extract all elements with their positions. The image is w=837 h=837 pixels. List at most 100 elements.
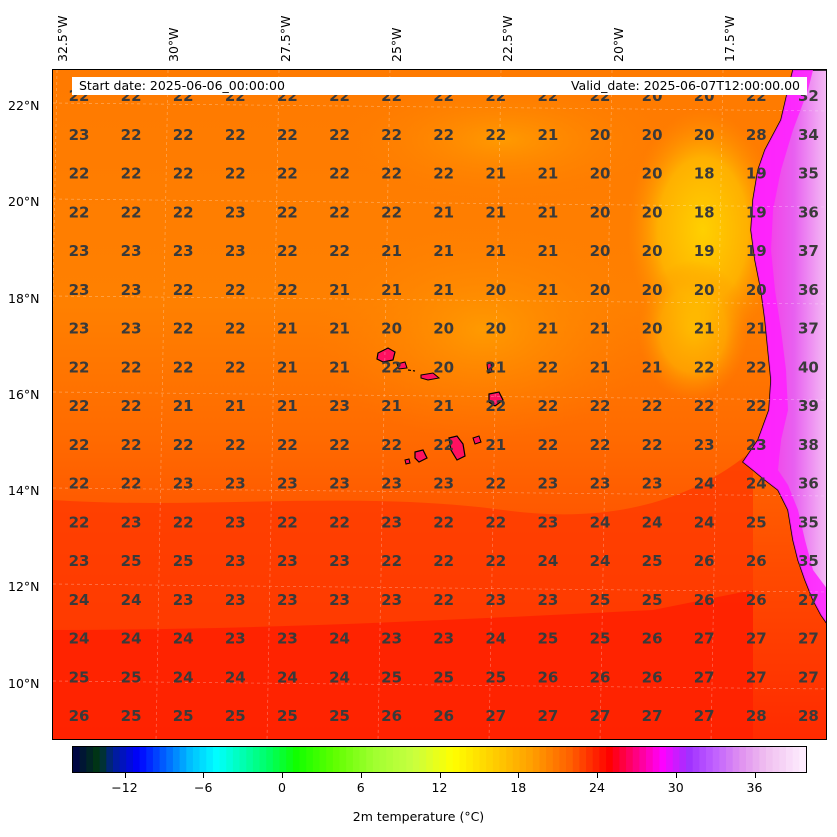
grid-value: 22	[277, 513, 298, 531]
colorbar-segment	[706, 747, 714, 772]
colorbar-segment	[246, 747, 254, 772]
lat-label: 18°N	[8, 291, 40, 306]
grid-value: 24	[329, 630, 350, 648]
grid-value: 40	[798, 358, 819, 376]
grid-value: 23	[590, 475, 611, 493]
grid-value: 21	[537, 320, 558, 338]
island-santa-luzia	[407, 369, 416, 372]
colorbar-segment	[766, 747, 774, 772]
colorbar-segment	[192, 747, 201, 772]
lat-label: 22°N	[8, 98, 40, 113]
grid-value: 23	[329, 552, 350, 570]
grid-value: 21	[433, 397, 454, 415]
grid-value: 21	[485, 165, 506, 183]
grid-value: 24	[277, 668, 298, 686]
colorbar-tick	[754, 773, 756, 778]
grid-value: 20	[642, 320, 663, 338]
colorbar-segment	[452, 747, 461, 772]
colorbar-segment	[166, 747, 174, 772]
grid-value: 24	[537, 552, 558, 570]
grid-value: 21	[277, 397, 298, 415]
colorbar-segment	[139, 747, 147, 772]
grid-value: 20	[694, 281, 715, 299]
colorbar-segment	[132, 747, 141, 772]
grid-value: 24	[69, 630, 90, 648]
grid-value: 25	[225, 707, 246, 725]
grid-value: 22	[277, 436, 298, 454]
grid-value: 22	[69, 358, 90, 376]
grid-value: 20	[642, 281, 663, 299]
colorbar-segment	[459, 747, 467, 772]
grid-value: 23	[69, 320, 90, 338]
grid-value: 26	[694, 591, 715, 609]
grid-value: 23	[537, 513, 558, 531]
colorbar-segment	[646, 747, 654, 772]
colorbar-segment	[259, 747, 267, 772]
colorbar-segment	[339, 747, 347, 772]
grid-value: 20	[590, 165, 611, 183]
colorbar-segment	[559, 747, 567, 772]
colorbar-segment	[592, 747, 601, 772]
colorbar-tick-label: 12	[431, 780, 448, 795]
lat-label: 12°N	[8, 579, 40, 594]
colorbar-tick-label: 30	[667, 780, 684, 795]
grid-value: 25	[537, 630, 558, 648]
colorbar-segment	[486, 747, 494, 772]
grid-value: 24	[225, 668, 246, 686]
grid-value: 22	[69, 165, 90, 183]
grid-value: 21	[277, 358, 298, 376]
colorbar-segment	[179, 747, 187, 772]
grid-value: 27	[694, 707, 715, 725]
grid-value: 25	[121, 552, 142, 570]
colorbar-segment	[366, 747, 374, 772]
colorbar-segment	[399, 747, 407, 772]
lat-label: 14°N	[8, 483, 40, 498]
colorbar-segment	[199, 747, 207, 772]
grid-value: 27	[746, 668, 767, 686]
colorbar-segment	[739, 747, 747, 772]
grid-value: 22	[121, 203, 142, 221]
colorbar-segment	[786, 747, 794, 772]
colorbar-segment	[726, 747, 734, 772]
colorbar-tick-label: −6	[194, 780, 213, 795]
colorbar-tick-label: 24	[589, 780, 605, 795]
temperature-map: 22 22 22 22 22 22 22 22 22 22 22 20 20 22 32 23 22 22 22 22…	[52, 69, 827, 740]
grid-value: 21	[485, 436, 506, 454]
colorbar-segment	[632, 747, 641, 772]
colorbar-segment	[579, 747, 587, 772]
colorbar-segment	[412, 747, 421, 772]
grid-value: 18	[694, 165, 715, 183]
island-fogo	[414, 449, 428, 463]
grid-value: 21	[277, 320, 298, 338]
colorbar-segment	[759, 747, 767, 772]
grid-value: 25	[121, 668, 142, 686]
grid-value: 23	[485, 591, 506, 609]
meridian-line	[377, 70, 391, 739]
grid-value: 22	[329, 436, 350, 454]
colorbar-segment	[299, 747, 307, 772]
grid-value: 21	[225, 397, 246, 415]
grid-value: 23	[642, 475, 663, 493]
colorbar-tick-label: 18	[510, 780, 527, 795]
warm-zone-south	[53, 590, 753, 739]
grid-value: 20	[642, 203, 663, 221]
colorbar-tick	[675, 773, 677, 778]
colorbar-segment	[239, 747, 247, 772]
grid-value: 21	[537, 281, 558, 299]
colorbar-segment	[279, 747, 287, 772]
grid-value: 27	[694, 668, 715, 686]
grid-value: 22	[433, 126, 454, 144]
grid-value: 23	[381, 475, 402, 493]
island-sal	[486, 362, 493, 374]
colorbar-segment	[432, 747, 441, 772]
colorbar-segment	[112, 747, 121, 772]
grid-value: 25	[121, 707, 142, 725]
grid-value: 22	[121, 397, 142, 415]
grid-value: 22	[329, 203, 350, 221]
colorbar-segment	[372, 747, 381, 772]
colorbar-tick-label: 6	[356, 780, 365, 795]
grid-value: 23	[121, 242, 142, 260]
colorbar-segment	[232, 747, 241, 772]
colorbar-segment	[186, 747, 194, 772]
grid-value: 23	[277, 630, 298, 648]
